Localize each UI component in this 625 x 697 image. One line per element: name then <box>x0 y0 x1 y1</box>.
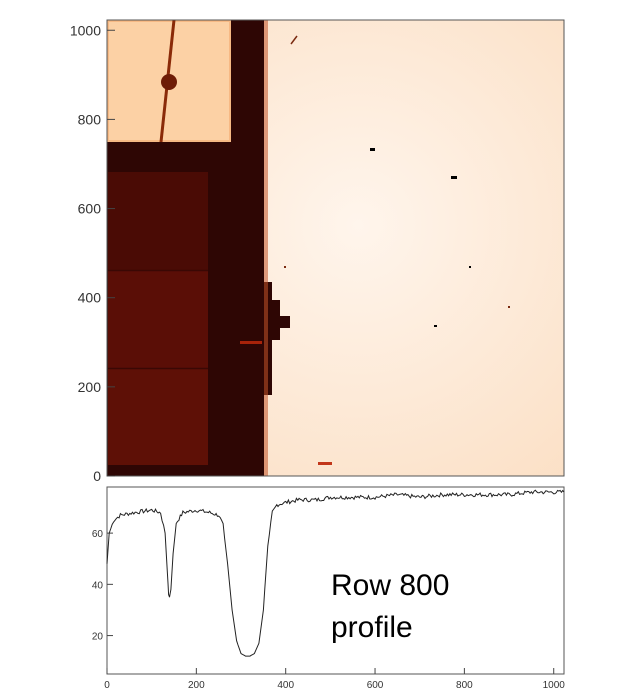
red-streak <box>240 341 262 344</box>
profile-x-tick-label: 1000 <box>543 680 566 691</box>
image-y-tick-label: 600 <box>78 201 102 217</box>
image-y-tick-label: 800 <box>78 111 102 127</box>
artifact-6 <box>508 306 510 308</box>
band-step-protrusion <box>264 282 290 395</box>
profile-x-tick-label: 400 <box>277 680 294 691</box>
profile-y-tick-label: 20 <box>92 632 104 643</box>
annotation-line-1: Row 800 <box>331 569 449 602</box>
image-y-axis: 0 200 400 600 800 1000 <box>70 22 115 484</box>
block-upper <box>108 172 208 270</box>
profile-x-tick-label: 600 <box>367 680 384 691</box>
row-profile-panel: 0 200 400 600 800 1000 20 40 60 Row 800 profile <box>92 486 565 691</box>
artifact-bottom-streak <box>318 462 332 465</box>
detector-image-panel: 0 200 400 600 800 1000 <box>70 19 565 484</box>
profile-line <box>106 489 565 657</box>
image-y-tick-label: 400 <box>78 290 102 306</box>
block-lower <box>108 369 208 465</box>
image-y-tick-label: 1000 <box>70 22 101 38</box>
artifact-2 <box>451 176 457 179</box>
artifact-3 <box>469 266 471 268</box>
block-middle <box>108 271 208 368</box>
artifact-4 <box>434 325 437 327</box>
profile-x-tick-label: 0 <box>104 680 110 691</box>
image-y-tick-label: 0 <box>93 468 101 484</box>
artifact-5 <box>284 266 286 268</box>
artifact-7 <box>290 35 298 45</box>
profile-y-tick-label: 60 <box>92 529 104 540</box>
artifact-1 <box>370 148 375 151</box>
profile-x-tick-label: 800 <box>456 680 473 691</box>
band-edge-glow <box>264 20 268 476</box>
image-y-tick-label: 200 <box>78 379 102 395</box>
window-vignette <box>107 20 231 142</box>
profile-frame <box>106 486 565 675</box>
window-dot <box>161 74 177 90</box>
annotation-line-2: profile <box>331 611 413 644</box>
profile-x-tick-label: 200 <box>188 680 205 691</box>
profile-y-tick-label: 40 <box>92 580 104 591</box>
profile-axes: 0 200 400 600 800 1000 20 40 60 <box>92 529 565 691</box>
image-frame <box>106 19 565 477</box>
